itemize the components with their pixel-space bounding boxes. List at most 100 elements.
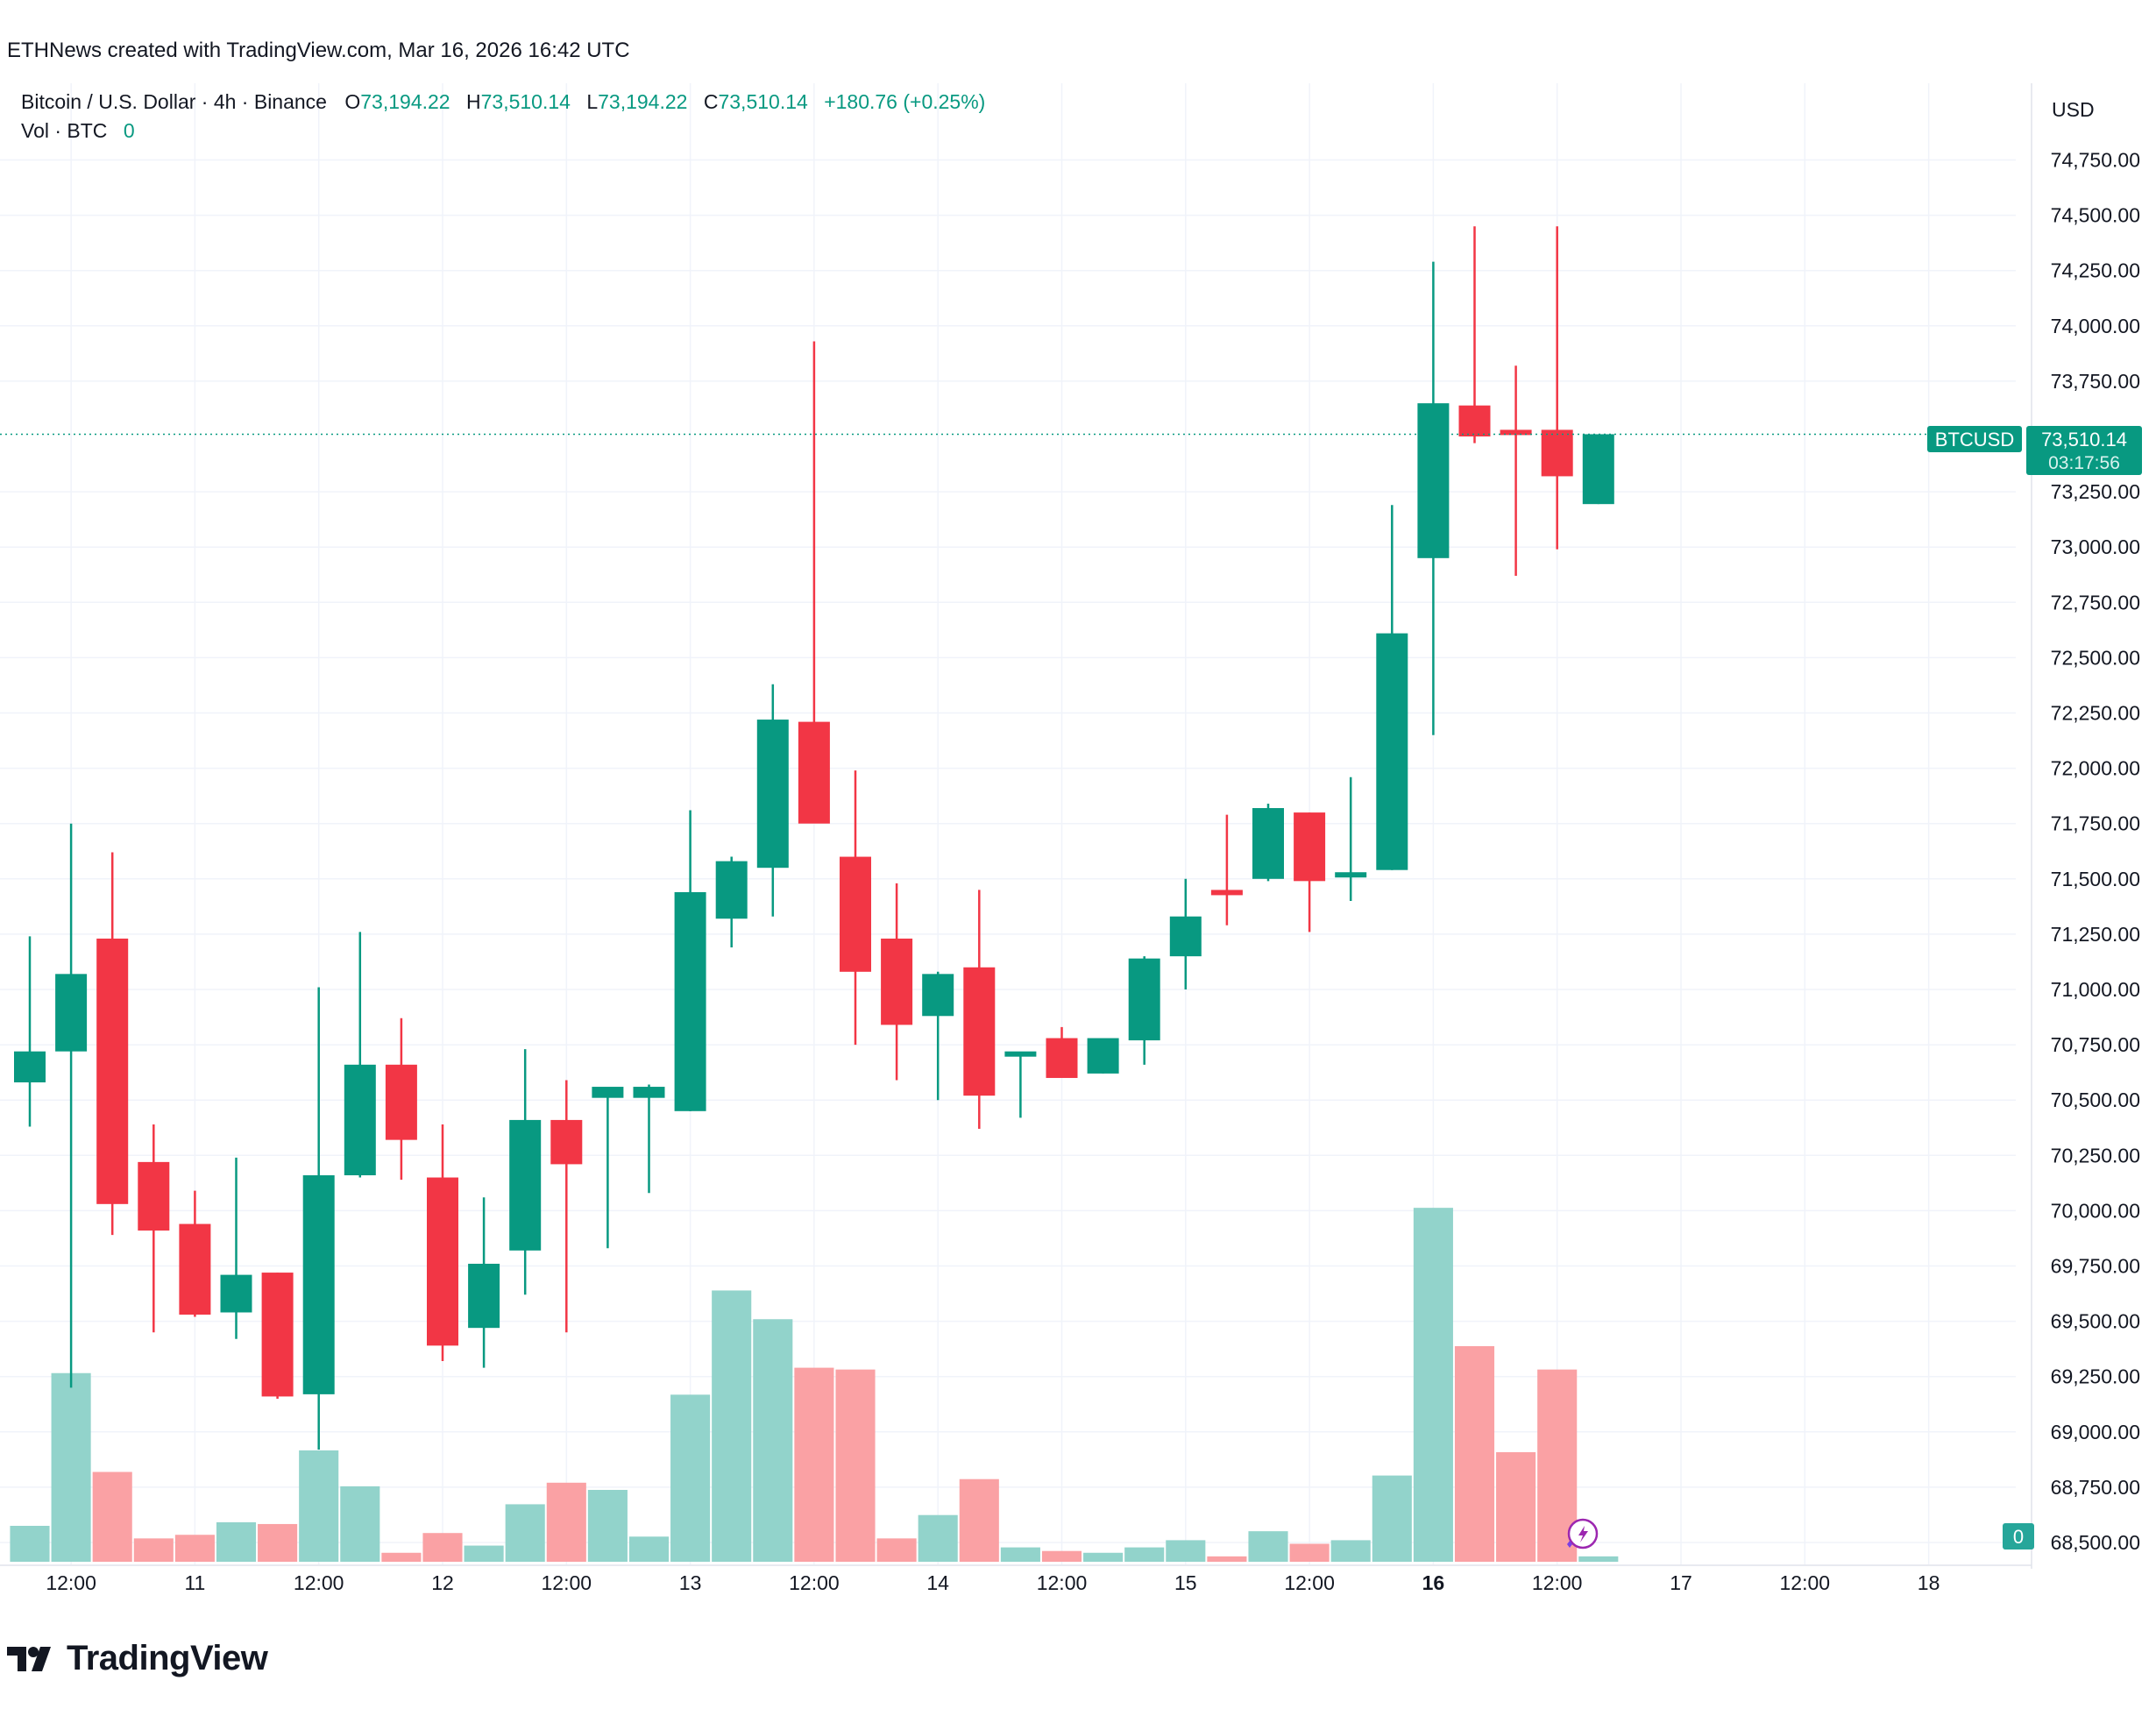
x-tick-label: 12:00 [294, 1571, 344, 1594]
volume-bar [628, 1536, 670, 1562]
candle-body [509, 1119, 542, 1251]
y-tick-label: 68,500.00 [2051, 1531, 2140, 1554]
tradingview-logo[interactable]: TradingView [7, 1639, 268, 1678]
x-tick-label: 14 [926, 1571, 949, 1594]
x-tick-label: 12 [431, 1571, 454, 1594]
candle-body [1046, 1038, 1078, 1078]
volume-bar [10, 1526, 50, 1562]
volume-bar [174, 1535, 215, 1562]
last-price-tag-bg [2026, 426, 2142, 475]
y-tick-label: 73,750.00 [2051, 370, 2140, 393]
volume-bar [876, 1538, 917, 1562]
volume-bar [1124, 1547, 1165, 1562]
x-tick-label: 12:00 [542, 1571, 592, 1594]
volume-bar [92, 1471, 132, 1562]
y-tick-label: 74,000.00 [2051, 315, 2140, 337]
volume-bar [133, 1538, 174, 1562]
candle-body [427, 1177, 458, 1346]
volume-bar [1248, 1531, 1288, 1562]
volume-bar [1372, 1475, 1412, 1562]
volume-bar [258, 1523, 298, 1562]
candle-body [96, 938, 129, 1204]
candle-body [674, 891, 706, 1111]
volume-bar [299, 1450, 339, 1562]
candle-body [1294, 812, 1326, 882]
candle-body [922, 974, 954, 1017]
x-tick-label: 12:00 [1780, 1571, 1831, 1594]
candle-body [220, 1274, 252, 1313]
y-tick-label: 70,000.00 [2051, 1199, 2140, 1222]
candle-body [344, 1064, 376, 1176]
y-tick-label: 74,500.00 [2051, 204, 2140, 227]
volume-bar [1578, 1556, 1619, 1562]
y-tick-label: 74,750.00 [2051, 149, 2140, 172]
ohlc-row: Bitcoin / U.S. Dollar · 4h · Binance O73… [21, 88, 985, 117]
volume-tag: 0 [2013, 1526, 2024, 1548]
candle-body [756, 720, 789, 869]
candle-body [1417, 403, 1450, 558]
x-tick-label: 16 [1422, 1571, 1445, 1594]
grid-lines [0, 83, 2032, 1569]
candle-body [1541, 429, 1573, 477]
low-label: L [586, 90, 599, 113]
volume-bar [546, 1482, 586, 1562]
open-value: 73,194.22 [360, 90, 450, 113]
candle-body [1210, 890, 1243, 896]
volume-bar [1207, 1556, 1247, 1562]
y-tick-label: 69,250.00 [2051, 1365, 2140, 1388]
x-tick-label: 15 [1174, 1571, 1197, 1594]
y-tick-label: 71,750.00 [2051, 812, 2140, 835]
volume-bar [1330, 1540, 1371, 1562]
volume-row: Vol · BTC 0 [21, 117, 985, 145]
price-axis[interactable]: 74,750.00 74,500.00 74,250.00 74,000.00 73,7… [2051, 149, 2140, 1555]
sparkle-icon[interactable] [1567, 1518, 1599, 1549]
volume-value: 0 [123, 119, 135, 142]
candle-body [468, 1263, 500, 1329]
y-tick-label: 71,250.00 [2051, 923, 2140, 946]
y-tick-label: 70,250.00 [2051, 1144, 2140, 1167]
y-tick-label: 72,500.00 [2051, 646, 2140, 669]
change-value: +180.76 (+0.25%) [824, 90, 986, 113]
y-tick-label: 71,500.00 [2051, 868, 2140, 890]
countdown-tag: 03:17:56 [2048, 453, 2120, 473]
symbol-tag-bg [1927, 426, 2022, 452]
volume-bar [959, 1479, 999, 1562]
volume-bar [1454, 1346, 1495, 1562]
high-label: H [465, 90, 481, 113]
volume-bar [1083, 1552, 1124, 1562]
x-tick-label: 12:00 [1037, 1571, 1088, 1594]
open-label: O [344, 90, 361, 113]
price-tags: BTCUSD 73,510.14 03:17:56 0 [1927, 426, 2142, 1549]
time-axis[interactable]: 12:00 11 12:00 12 12:00 13 12:00 14 12:00 15 12:00… [46, 1571, 1940, 1594]
volume-bar [216, 1521, 257, 1562]
y-tick-label: 72,000.00 [2051, 757, 2140, 780]
y-tick-label: 69,000.00 [2051, 1421, 2140, 1443]
volume-bar [1413, 1208, 1453, 1562]
volume-bar [464, 1545, 504, 1562]
candle-body [1376, 633, 1408, 870]
volume-bar [918, 1514, 958, 1562]
symbol-tag: BTCUSD [1935, 429, 2014, 450]
candle-body [1087, 1038, 1119, 1074]
volume-bar [753, 1319, 793, 1562]
volume-bar [587, 1490, 628, 1562]
volume-bar [422, 1533, 463, 1562]
close-value: 73,510.14 [718, 90, 808, 113]
tradingview-logo-icon [7, 1646, 51, 1671]
chart-caption: ETHNews created with TradingView.com, Ma… [7, 39, 630, 62]
symbol-title[interactable]: Bitcoin / U.S. Dollar · 4h · Binance [21, 90, 327, 113]
y-tick-label: 69,500.00 [2051, 1310, 2140, 1333]
y-tick-label: 68,750.00 [2051, 1476, 2140, 1499]
candle-body [592, 1087, 624, 1098]
candle-body [1335, 872, 1367, 878]
high-value: 73,510.14 [480, 90, 571, 113]
last-price-tag: 73,510.14 [2041, 429, 2127, 450]
volume-bar [794, 1367, 834, 1562]
volume-label[interactable]: Vol · BTC [21, 119, 108, 142]
y-tick-label: 70,750.00 [2051, 1033, 2140, 1056]
candle-body [1004, 1051, 1037, 1057]
candle-body [840, 856, 871, 972]
candle-body [138, 1161, 170, 1231]
currency-label[interactable]: USD [2052, 98, 2095, 121]
volume-tag-bg [2003, 1523, 2034, 1549]
